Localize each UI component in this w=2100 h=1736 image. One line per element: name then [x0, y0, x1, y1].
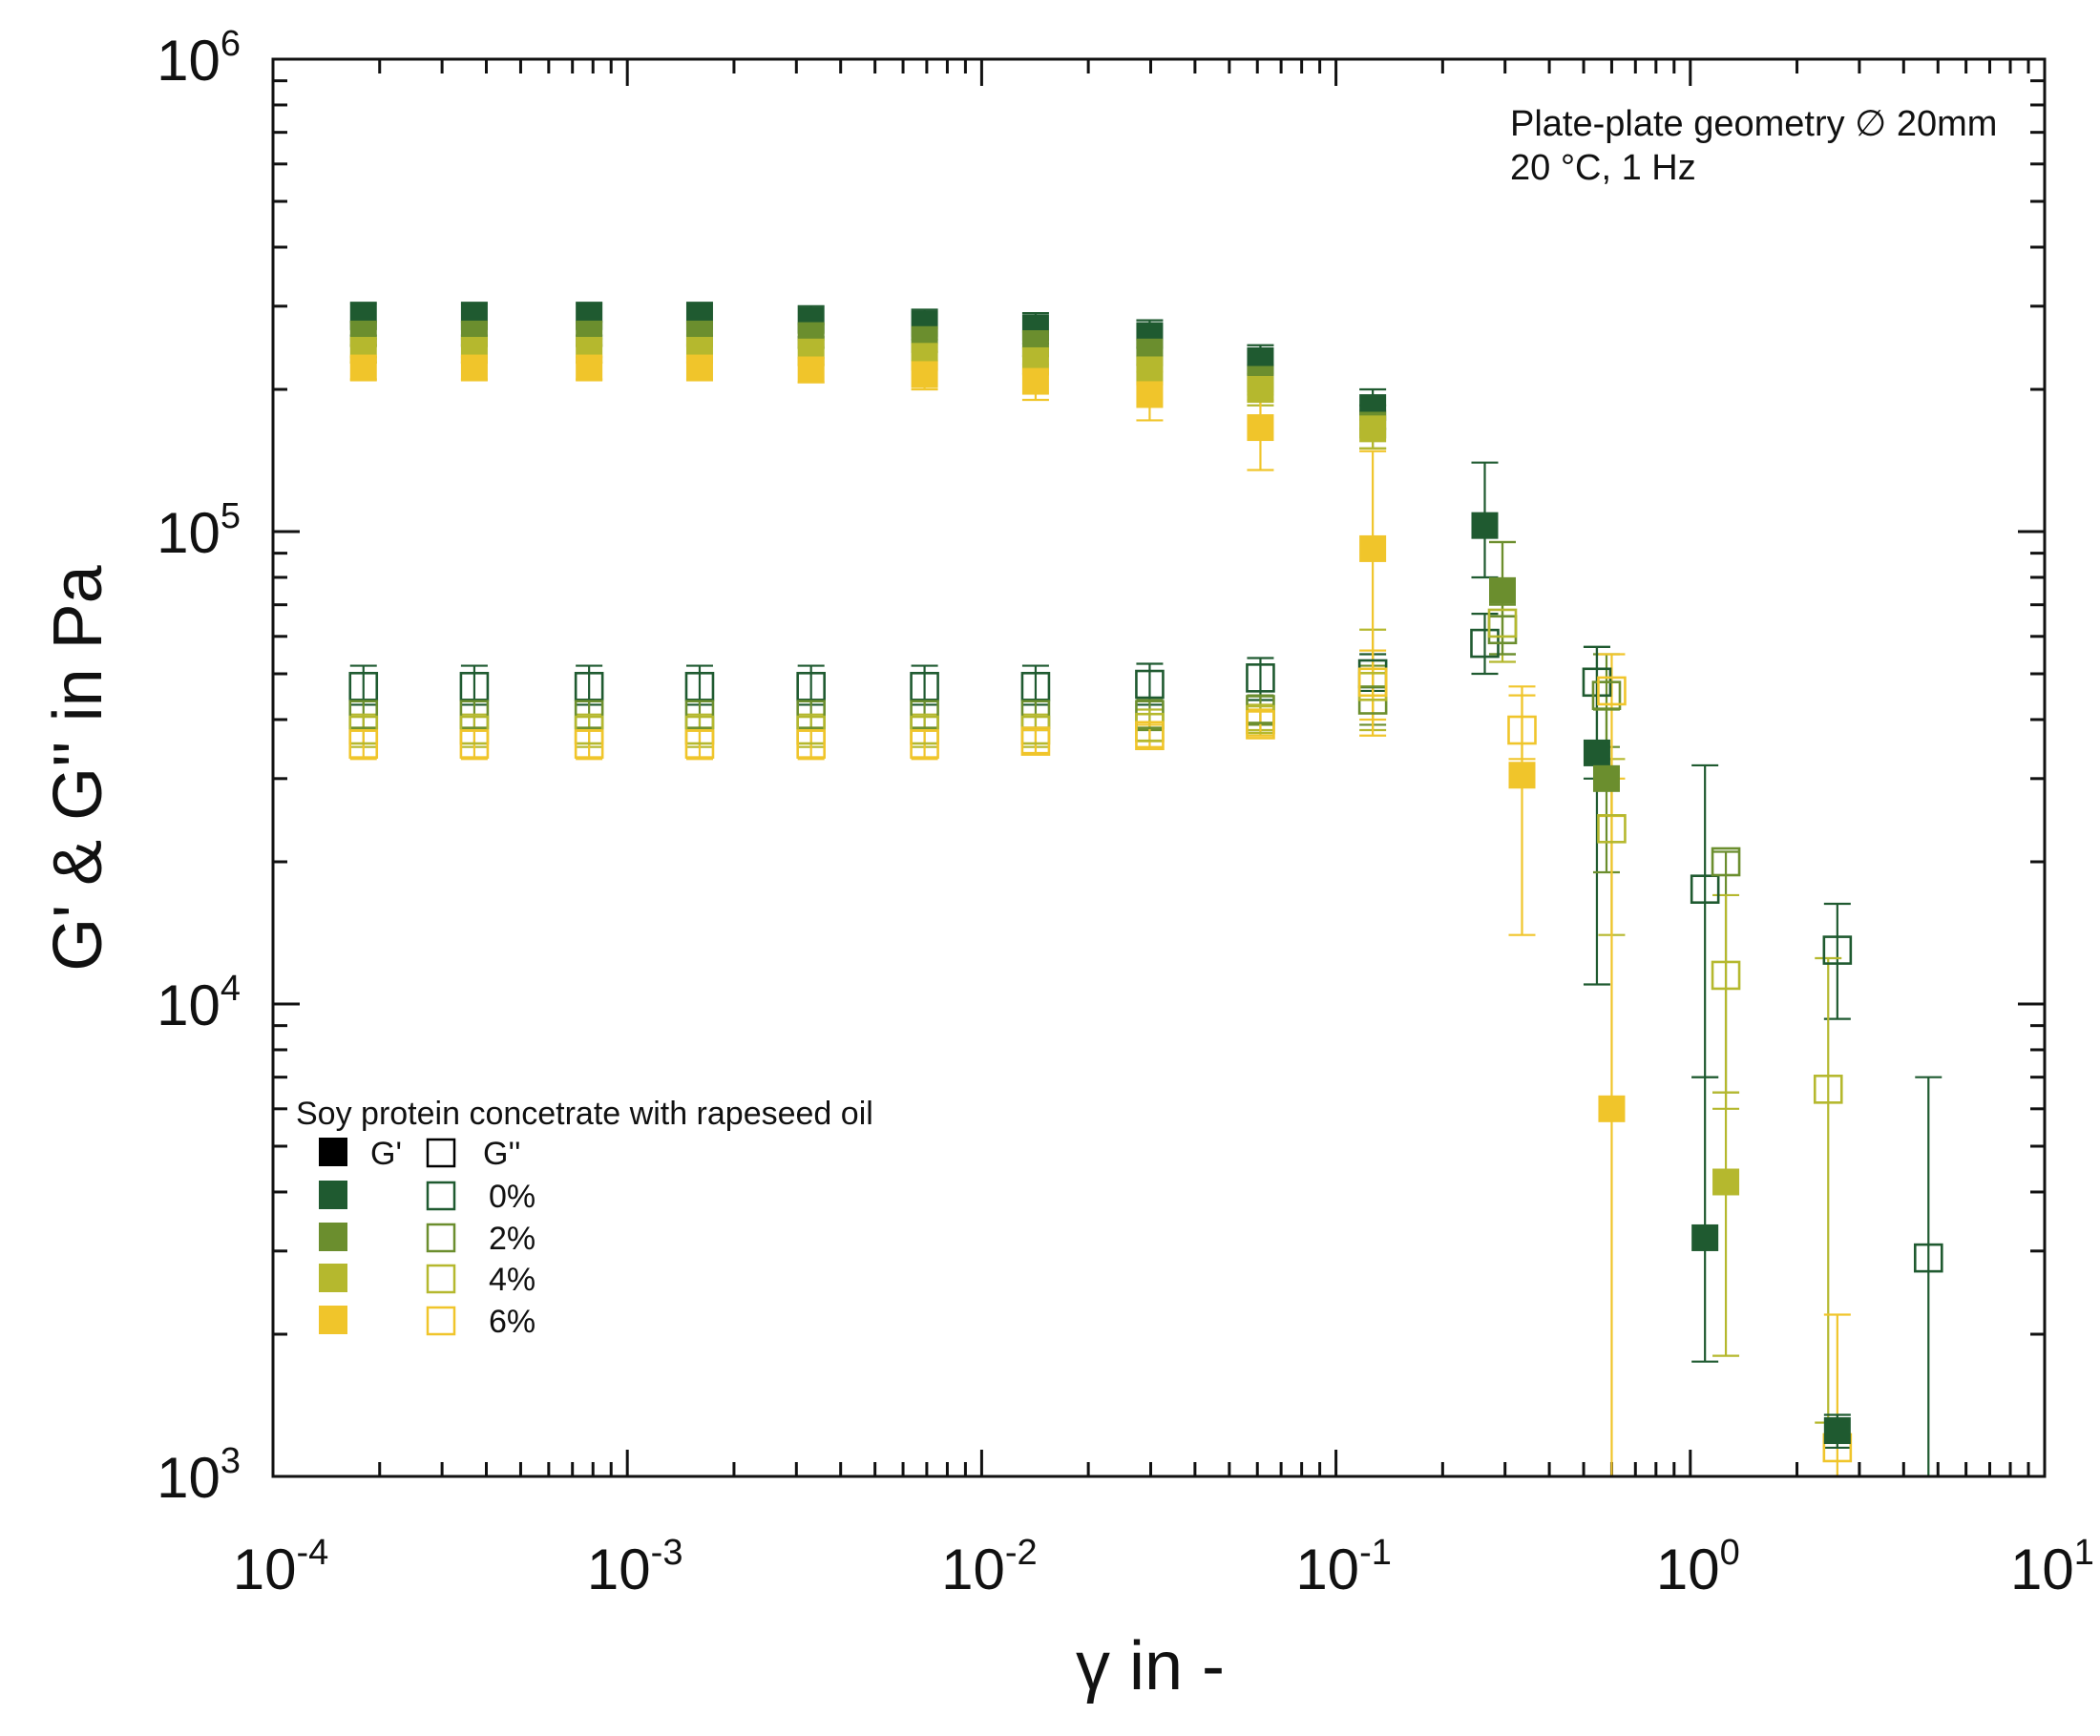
marker-loss-modulus: [1135, 721, 1165, 751]
x-tick-label: 10-2: [941, 1533, 1038, 1601]
marker-storage-modulus: [1136, 381, 1164, 408]
legend-title: Soy protein concetrate with rapeseed oil: [296, 1096, 873, 1132]
x-tick-label: 100: [1656, 1533, 1740, 1601]
marker-loss-modulus: [684, 700, 715, 729]
marker-loss-modulus: [1020, 672, 1051, 701]
marker-loss-modulus: [574, 672, 604, 701]
y-tick-label: 105: [157, 496, 241, 565]
legend-header-storage-label: G': [370, 1136, 402, 1172]
y-axis-title: G' & G'' in Pa: [40, 564, 116, 971]
legend-swatch-filled-3: [319, 1306, 347, 1334]
marker-storage-modulus: [1359, 415, 1387, 443]
marker-loss-modulus: [1507, 715, 1537, 745]
legend-swatch-open-3: [426, 1306, 456, 1336]
marker-storage-modulus: [1136, 356, 1164, 384]
legend-swatch-filled-1: [319, 1223, 347, 1251]
marker-storage-modulus: [1508, 762, 1536, 789]
marker-loss-modulus: [1597, 676, 1627, 706]
marker-loss-modulus: [574, 729, 604, 759]
marker-loss-modulus: [1711, 960, 1741, 991]
legend-swatch-filled-0: [319, 1181, 347, 1209]
marker-loss-modulus: [1487, 608, 1518, 638]
tick-labels: 10-4 10-3 10-2 10-1 100 101 103 104 105 106: [157, 24, 2094, 1601]
axis-ticks: [271, 57, 2047, 1478]
marker-loss-modulus: [348, 672, 379, 701]
legend-swatch-open-1: [426, 1223, 456, 1253]
marker-loss-modulus: [459, 700, 490, 729]
marker-storage-modulus: [1021, 367, 1049, 395]
marker-storage-modulus: [1598, 1095, 1626, 1122]
marker-loss-modulus: [796, 729, 826, 759]
marker-loss-modulus: [1690, 874, 1720, 904]
x-tick-label: 101: [2010, 1533, 2094, 1601]
y-tick-label: 104: [157, 969, 241, 1037]
marker-loss-modulus: [1246, 663, 1275, 693]
marker-storage-modulus: [576, 354, 603, 382]
marker-storage-modulus: [1691, 1224, 1719, 1251]
marker-loss-modulus: [910, 700, 939, 729]
marker-storage-modulus: [1359, 534, 1387, 562]
marker-storage-modulus: [1488, 576, 1516, 604]
marker-loss-modulus: [910, 672, 939, 701]
marker-loss-modulus: [1822, 935, 1853, 965]
marker-loss-modulus: [459, 672, 490, 701]
marker-storage-modulus: [911, 361, 938, 388]
marker-loss-modulus: [910, 729, 939, 759]
marker-loss-modulus: [1246, 710, 1275, 740]
marker-loss-modulus: [1591, 680, 1622, 710]
marker-loss-modulus: [796, 700, 826, 729]
marker-storage-modulus: [349, 354, 377, 382]
legend: Soy protein concetrate with rapeseed oil…: [296, 1096, 873, 1340]
marker-loss-modulus: [348, 700, 379, 729]
marker-storage-modulus: [1247, 414, 1274, 442]
y-tick-label: 103: [157, 1441, 241, 1510]
legend-swatch-open-0: [426, 1181, 456, 1211]
legend-label-1: 2%: [489, 1221, 536, 1257]
marker-storage-modulus: [1583, 739, 1610, 766]
x-tick-label: 10-1: [1295, 1533, 1392, 1601]
legend-swatch-open-2: [426, 1264, 456, 1294]
marker-loss-modulus: [574, 700, 604, 729]
marker-loss-modulus: [459, 729, 490, 759]
marker-loss-modulus: [1357, 667, 1388, 698]
marker-loss-modulus: [348, 729, 379, 759]
marker-storage-modulus: [797, 356, 825, 384]
legend-label-0: 0%: [489, 1179, 536, 1215]
legend-swatch-filled-2: [319, 1264, 347, 1292]
marker-storage-modulus: [1471, 512, 1499, 539]
marker-loss-modulus: [1597, 814, 1627, 844]
marker-loss-modulus: [1711, 847, 1741, 877]
x-axis-title: γ in -: [1076, 1628, 1225, 1705]
x-tick-label: 10-4: [233, 1533, 329, 1601]
marker-storage-modulus: [1592, 764, 1620, 792]
annotation-conditions: 20 °C, 1 Hz: [1510, 148, 1696, 188]
legend-header-loss-swatch: [426, 1138, 456, 1168]
marker-loss-modulus: [796, 672, 826, 701]
marker-loss-modulus: [684, 729, 715, 759]
x-tick-label: 10-3: [587, 1533, 683, 1601]
marker-storage-modulus: [1247, 375, 1274, 403]
marker-storage-modulus: [1823, 1417, 1851, 1445]
marker-loss-modulus: [1913, 1243, 1943, 1273]
marker-storage-modulus: [685, 354, 713, 382]
plot-frame: [271, 57, 2047, 1478]
legend-label-2: 4%: [489, 1262, 536, 1298]
annotation-geometry: Plate-plate geometry ∅ 20mm: [1510, 104, 1997, 144]
marker-storage-modulus: [460, 354, 488, 382]
legend-header-loss-label: G'': [483, 1136, 520, 1172]
marker-loss-modulus: [684, 672, 715, 701]
data-points: [348, 303, 1943, 1463]
marker-loss-modulus: [1813, 1075, 1843, 1104]
y-tick-label: 106: [157, 24, 241, 93]
legend-label-3: 6%: [489, 1304, 536, 1340]
marker-loss-modulus: [1020, 726, 1051, 756]
marker-loss-modulus: [1135, 669, 1165, 700]
legend-header-storage-swatch: [319, 1138, 347, 1166]
marker-storage-modulus: [1712, 1168, 1740, 1196]
